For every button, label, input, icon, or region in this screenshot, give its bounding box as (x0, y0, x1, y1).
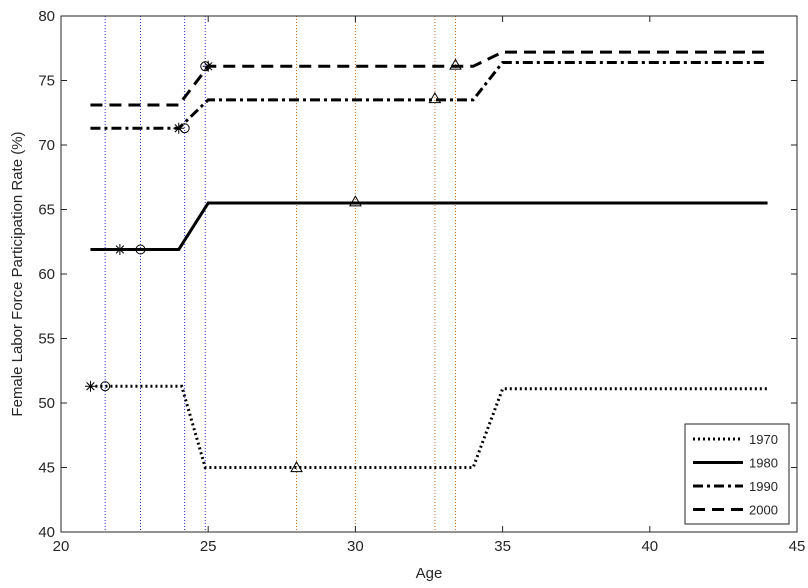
marker-triangle-1970 (290, 460, 303, 473)
y-tick-label: 65 (38, 202, 55, 219)
legend-label-1980: 1980 (749, 456, 778, 471)
y-tick-label: 40 (38, 524, 55, 541)
legend-label-1970: 1970 (749, 432, 778, 447)
series-line-1990 (90, 60, 768, 130)
legend-label-2000: 2000 (749, 503, 778, 518)
x-tick-label: 35 (494, 538, 511, 555)
y-tick-label: 80 (38, 8, 55, 25)
series-line-2000 (90, 50, 768, 107)
marker-triangle-1990 (428, 92, 442, 104)
series-lines (90, 50, 768, 469)
marker-circle-1980 (135, 244, 146, 255)
marker-circle-1990 (179, 123, 190, 134)
series-markers (84, 58, 462, 473)
y-axis-label: Female Labor Force Participation Rate (%… (9, 131, 26, 416)
y-tick-label: 60 (38, 266, 55, 283)
y-tick-label: 70 (38, 137, 55, 154)
marker-asterisk-1990 (173, 122, 185, 134)
legend-box (684, 423, 790, 525)
tick-labels: 20 25 30 35 40 45 40 45 50 55 60 65 70 75 80 (38, 8, 805, 555)
marker-triangle-2000 (449, 58, 462, 70)
x-tick-label: 20 (53, 538, 70, 555)
reference-lines (104, 16, 456, 532)
y-tick-label: 45 (38, 460, 55, 477)
axes (60, 15, 798, 533)
y-tick-label: 55 (38, 331, 55, 348)
marker-circle-2000 (200, 61, 211, 72)
marker-asterisk-1980 (114, 243, 126, 255)
legend-label-1990: 1990 (749, 479, 778, 494)
legend: 1970 1980 1990 2000 (684, 423, 790, 525)
marker-triangle-1980 (349, 195, 362, 207)
y-tick-label: 50 (38, 395, 55, 412)
x-tick-label: 40 (641, 538, 658, 555)
marker-asterisk-1970 (84, 380, 96, 392)
series-line-1970 (90, 384, 768, 469)
x-tick-label: 30 (347, 538, 364, 555)
y-tick-label: 75 (38, 73, 55, 90)
x-tick-label: 25 (200, 538, 217, 555)
x-tick-label: 45 (789, 538, 806, 555)
marker-circle-1970 (100, 381, 111, 392)
x-axis-label: Age (416, 565, 443, 582)
marker-asterisk-2000 (202, 60, 214, 72)
series-line-1980 (90, 201, 768, 251)
